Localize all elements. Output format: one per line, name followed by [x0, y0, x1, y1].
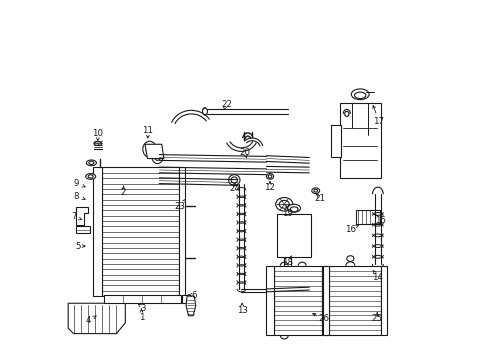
Ellipse shape	[154, 153, 161, 160]
Ellipse shape	[314, 189, 318, 192]
Text: 3: 3	[141, 304, 146, 313]
Bar	[340, 103, 381, 178]
Text: 25: 25	[372, 314, 383, 323]
Ellipse shape	[347, 256, 354, 261]
Text: 8: 8	[74, 192, 79, 201]
Bar	[104, 296, 181, 303]
Ellipse shape	[86, 174, 96, 179]
Ellipse shape	[268, 175, 272, 178]
Text: 11: 11	[142, 126, 153, 135]
Polygon shape	[76, 226, 90, 233]
Polygon shape	[76, 207, 88, 225]
Text: 9: 9	[74, 179, 79, 188]
Bar	[179, 167, 185, 296]
Text: 6: 6	[192, 291, 197, 300]
Text: 13: 13	[237, 306, 247, 315]
Text: 17: 17	[373, 117, 385, 126]
Text: 12: 12	[265, 183, 275, 192]
Text: 10: 10	[92, 129, 103, 138]
Ellipse shape	[267, 174, 273, 179]
Bar	[277, 214, 311, 257]
Bar	[93, 167, 102, 296]
Ellipse shape	[88, 175, 93, 178]
Bar	[322, 266, 329, 336]
Ellipse shape	[290, 207, 298, 212]
Bar	[356, 210, 380, 224]
Ellipse shape	[354, 92, 366, 99]
Bar	[381, 266, 387, 336]
Ellipse shape	[202, 108, 207, 114]
Bar	[329, 266, 381, 336]
Bar	[102, 167, 179, 296]
Text: 18: 18	[282, 258, 293, 267]
Text: 26: 26	[319, 314, 330, 323]
Text: 2: 2	[121, 188, 126, 197]
Text: 1: 1	[139, 313, 144, 322]
Ellipse shape	[288, 204, 300, 212]
Bar	[267, 266, 273, 336]
Text: 15: 15	[374, 216, 386, 225]
Ellipse shape	[344, 111, 349, 116]
Polygon shape	[145, 144, 164, 158]
Text: 24: 24	[229, 184, 241, 193]
Polygon shape	[68, 303, 125, 334]
Text: 23: 23	[174, 202, 186, 211]
Text: 21: 21	[315, 194, 325, 203]
Bar	[331, 125, 342, 157]
Ellipse shape	[146, 145, 153, 154]
Text: 20: 20	[240, 148, 250, 157]
Ellipse shape	[89, 161, 94, 165]
Text: 22: 22	[221, 100, 232, 109]
Bar	[182, 296, 190, 303]
Text: 16: 16	[345, 225, 356, 234]
Text: 19: 19	[282, 210, 293, 219]
Polygon shape	[186, 296, 196, 316]
Ellipse shape	[276, 198, 293, 211]
Text: 4: 4	[86, 315, 91, 324]
Text: 5: 5	[75, 242, 80, 251]
Text: 14: 14	[372, 273, 383, 282]
Ellipse shape	[231, 177, 238, 183]
Ellipse shape	[279, 201, 289, 208]
Ellipse shape	[94, 142, 102, 145]
Ellipse shape	[143, 141, 156, 157]
Ellipse shape	[86, 160, 97, 166]
Ellipse shape	[152, 149, 163, 163]
Ellipse shape	[351, 89, 369, 100]
Text: 7: 7	[72, 212, 77, 221]
Bar	[273, 266, 322, 336]
Ellipse shape	[228, 175, 240, 185]
Bar	[322, 266, 329, 336]
Ellipse shape	[312, 188, 319, 194]
